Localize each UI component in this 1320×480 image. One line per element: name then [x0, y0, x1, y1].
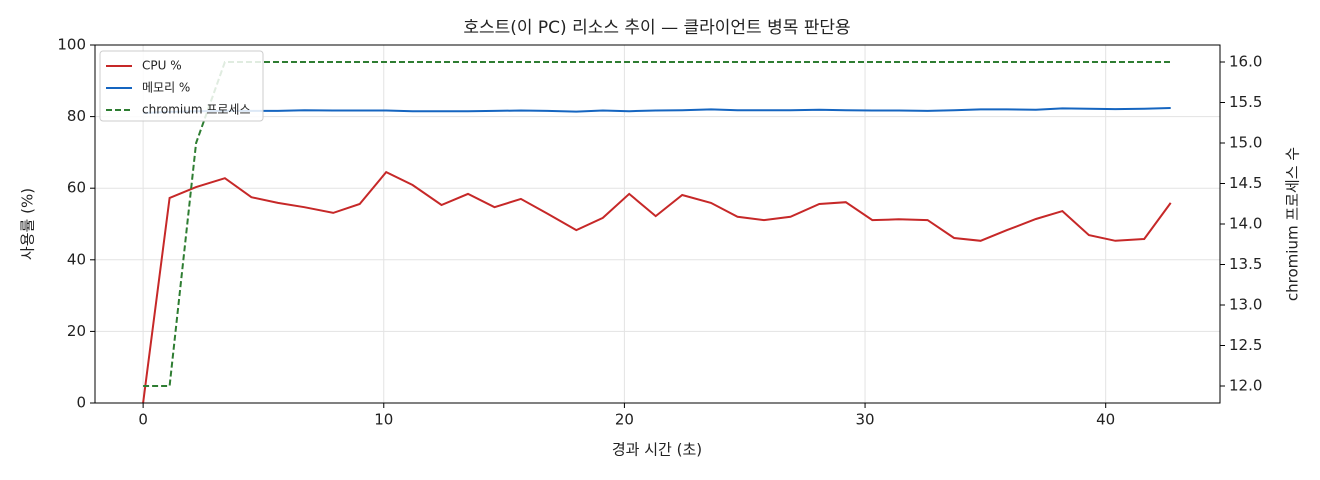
- legend: CPU % 메모리 % chromium 프로세스: [99, 50, 264, 122]
- legend-label: 메모리 %: [142, 81, 190, 95]
- y2-tick-label: 15.0: [1229, 134, 1262, 152]
- x-axis-label: 경과 시간 (초): [612, 441, 702, 459]
- y-tick-label: 80: [67, 107, 86, 125]
- y-tick-label: 20: [67, 322, 86, 340]
- x-tick-label: 10: [374, 411, 393, 429]
- x-tick-label: 0: [138, 411, 148, 429]
- y-tick-label: 60: [67, 179, 86, 197]
- y-axis-label: 사용률 (%): [19, 188, 37, 260]
- y-tick-label: 40: [67, 250, 86, 268]
- y2-tick-label: 13.0: [1229, 295, 1262, 313]
- y-tick-label: 100: [57, 36, 86, 54]
- y2-tick-label: 14.5: [1229, 174, 1262, 192]
- legend-label: chromium 프로세스: [142, 103, 251, 117]
- plot-frame: [94, 44, 1221, 404]
- y2-tick-label: 12.5: [1229, 336, 1262, 354]
- x-tick-label: 30: [856, 411, 875, 429]
- y2-tick-label: 15.5: [1229, 93, 1262, 111]
- legend-label: CPU %: [142, 59, 182, 73]
- chart-title: 호스트(이 PC) 리소스 추이 — 클라이언트 병목 판단용: [463, 18, 850, 38]
- y2-tick-label: 13.5: [1229, 255, 1262, 273]
- y2-axis-label: chromium 프로세스 수: [1284, 147, 1302, 301]
- legend-box: [99, 50, 264, 122]
- x-tick-label: 20: [615, 411, 634, 429]
- line-series: [142, 170, 1172, 404]
- y2-tick-label: 16.0: [1229, 53, 1262, 71]
- y2-tick-label: 14.0: [1229, 215, 1262, 233]
- x-tick-label: 40: [1096, 411, 1115, 429]
- y-tick-label: 0: [76, 394, 86, 412]
- line-series: [143, 107, 1171, 114]
- y2-tick-label: 12.0: [1229, 376, 1262, 394]
- line-series: [143, 61, 1171, 387]
